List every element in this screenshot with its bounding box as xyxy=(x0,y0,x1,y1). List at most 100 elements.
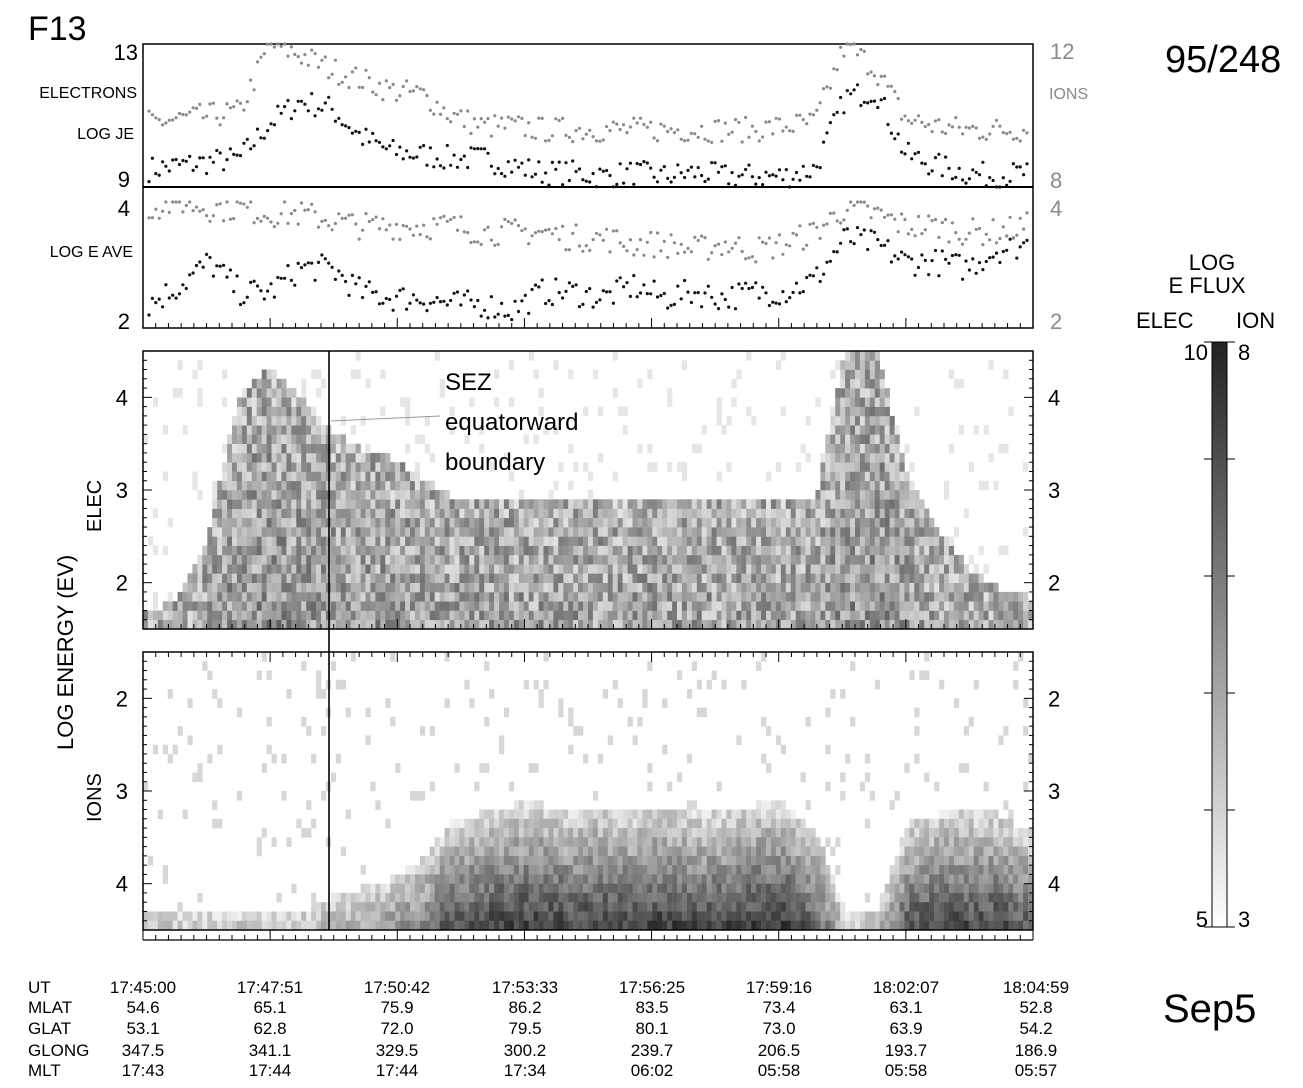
spectrogram-cell xyxy=(192,619,198,630)
spectrogram-cell xyxy=(222,471,228,482)
spectrogram-cell xyxy=(538,865,544,875)
spectrogram-cell xyxy=(859,406,866,417)
spectrogram-cell xyxy=(884,388,890,398)
spectrogram-cell xyxy=(662,619,668,630)
spectrogram-cell xyxy=(741,582,747,593)
spectrogram-cell xyxy=(217,490,223,500)
spectrogram-cell xyxy=(266,443,272,454)
spectrogram-cell xyxy=(217,499,223,509)
spectrogram-cell xyxy=(513,554,519,565)
spectrogram-cell xyxy=(227,911,233,922)
spectrogram-cell xyxy=(939,582,945,593)
spectrogram-cell xyxy=(494,846,500,857)
spectrogram-cell xyxy=(602,591,608,602)
spectrogram-cell xyxy=(212,800,218,810)
spectrogram-cell xyxy=(855,360,861,370)
spectrogram-cell xyxy=(795,573,801,583)
spectrogram-cell xyxy=(963,564,969,574)
spectrogram-cell xyxy=(790,545,796,556)
spectrogram-cell xyxy=(731,573,737,583)
spectrogram-cell xyxy=(301,415,307,426)
spectrogram-cell xyxy=(652,828,658,838)
spectrogram-cell xyxy=(400,892,406,903)
scatter-point xyxy=(764,291,768,295)
spectrogram-cell xyxy=(879,564,885,574)
spectrogram-cell xyxy=(652,837,658,847)
spectrogram-cell xyxy=(672,573,678,583)
scatter-point xyxy=(327,261,331,265)
spectrogram-cell xyxy=(840,554,846,565)
spectrogram-cell xyxy=(874,378,880,389)
scatter-point xyxy=(954,253,958,257)
spectrogram-cell xyxy=(706,610,712,621)
spectrogram-cell xyxy=(390,610,396,621)
spectrogram-cell xyxy=(528,911,534,922)
spectrogram-cell xyxy=(212,545,218,556)
spectrogram-cell xyxy=(696,573,702,583)
scatter-point xyxy=(540,180,544,184)
spectrogram-cell xyxy=(380,591,386,602)
spectrogram-cell xyxy=(617,517,623,528)
spectrogram-cell xyxy=(840,480,846,491)
spectrogram-cell xyxy=(444,855,450,866)
spectrogram-cell xyxy=(756,554,762,565)
spectrogram-cell xyxy=(335,490,341,500)
spectrogram-cell xyxy=(859,573,866,583)
scatter-point xyxy=(316,225,321,229)
spectrogram-cell xyxy=(330,661,337,671)
spectrogram-cell xyxy=(958,573,964,583)
spectrogram-cell xyxy=(998,601,1004,611)
spectrogram-cell xyxy=(617,545,623,556)
spectrogram-cell xyxy=(533,865,539,875)
spectrogram-cell xyxy=(642,698,648,708)
spectrogram-cell xyxy=(632,610,638,621)
spectrogram-cell xyxy=(380,902,386,912)
scatter-point xyxy=(1008,237,1012,241)
spectrogram-cell xyxy=(568,744,574,755)
spectrogram-cell xyxy=(508,902,515,912)
spectrogram-cell xyxy=(761,582,767,593)
spectrogram-cell xyxy=(365,564,371,574)
spectrogram-cell xyxy=(835,360,841,370)
scatter-point xyxy=(564,289,568,293)
spectrogram-cell xyxy=(1003,601,1009,611)
spectrogram-cell xyxy=(212,619,218,630)
spectrogram-cell xyxy=(182,809,188,820)
spectrogram-cell xyxy=(716,415,722,426)
spectrogram-cell xyxy=(588,619,594,630)
spectrogram-cell xyxy=(815,508,821,519)
spectrogram-cell xyxy=(840,471,846,482)
scatter-point xyxy=(991,255,995,259)
spectrogram-cell xyxy=(756,582,762,593)
spectrogram-cell xyxy=(978,480,984,491)
spectrogram-cell xyxy=(711,610,717,621)
scatter-point xyxy=(418,87,422,91)
spectrogram-cell xyxy=(207,591,213,602)
spectrogram-cell xyxy=(380,601,386,611)
scatter-point xyxy=(903,152,907,156)
scatter-point xyxy=(811,274,816,278)
spectrogram-cell xyxy=(271,545,277,556)
scatter-point xyxy=(744,115,748,120)
spectrogram-cell xyxy=(261,508,267,519)
spectrogram-cell xyxy=(484,517,490,528)
spectrogram-cell xyxy=(568,573,574,583)
spectrogram-cell xyxy=(390,591,396,602)
spectrogram-cell xyxy=(568,610,574,621)
scatter-point xyxy=(828,211,833,215)
spectrogram-cell xyxy=(681,499,688,509)
spectrogram-cell xyxy=(538,809,544,820)
scatter-point xyxy=(550,134,555,138)
spectrogram-cell xyxy=(301,397,307,407)
spectrogram-cell xyxy=(182,911,188,922)
scatter-point xyxy=(920,120,924,124)
spectrogram-cell xyxy=(736,545,742,556)
spectrogram-cell xyxy=(469,554,475,565)
spectrogram-cell xyxy=(281,471,287,482)
spectrogram-cell xyxy=(454,554,460,565)
spectrogram-cell xyxy=(513,601,519,611)
spectrogram-cell xyxy=(538,846,544,857)
spectrogram-cell xyxy=(924,517,930,528)
scatter-point xyxy=(710,140,714,144)
spectrogram-cell xyxy=(464,920,470,931)
